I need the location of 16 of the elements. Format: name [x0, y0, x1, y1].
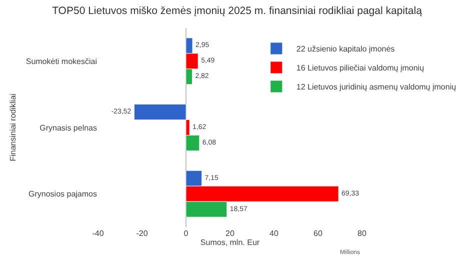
x-axis-title: Sumos, mln. Eur: [200, 238, 260, 248]
x-tick-label: -40: [92, 229, 104, 238]
x-tick-label: 80: [358, 229, 367, 238]
x-tick-label: 40: [270, 229, 279, 238]
y-tick-label: Grynosios pajamos: [28, 190, 97, 199]
y-tick-label: Grynasis pelnas: [40, 123, 97, 132]
chart-title: TOP50 Lietuvos miško žemės įmonių 2025 m. finansiniai rodikliai pagal kapitalą: [52, 4, 422, 17]
legend-label: 22 užsienio kapitalo įmonės: [296, 44, 395, 54]
x-tick-label: 60: [314, 229, 323, 238]
x-tick-label: 0: [184, 229, 189, 238]
x-tick-label: 20: [226, 229, 235, 238]
legend-label: 16 Lietuvos piliečiai valdomų įmonių: [296, 64, 425, 73]
x-tick-label: -20: [136, 229, 148, 238]
y-tick-label: Sumokėti mokesčiai: [26, 56, 98, 66]
legend-label: 12 Lietuvos juridinių asmenų valdomų įmonių: [296, 82, 457, 92]
y-axis-title: Finansiniai rodikliai: [8, 93, 18, 162]
